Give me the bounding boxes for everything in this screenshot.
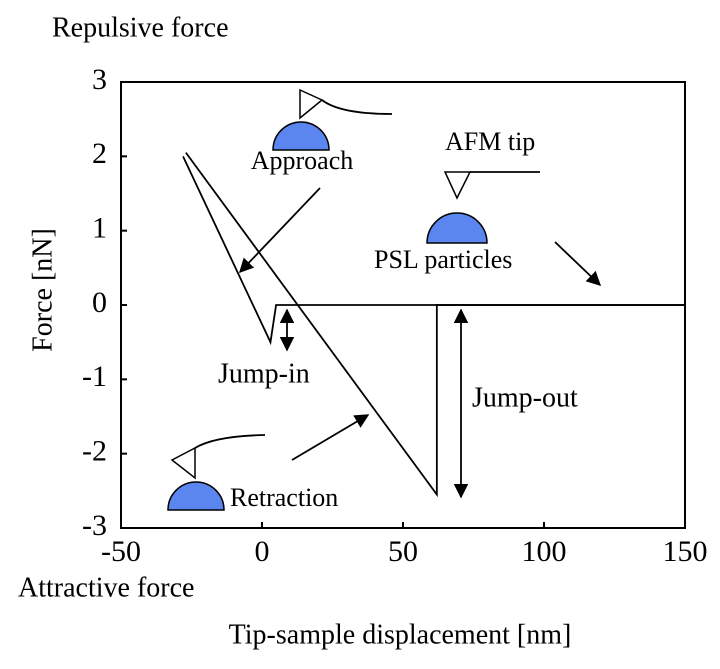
annotation: PSL particles	[374, 245, 512, 274]
y-tick-label: 3	[92, 63, 107, 96]
tip-illustration	[426, 171, 540, 244]
annotation: Jump-in	[218, 358, 310, 389]
annotation: Retraction	[230, 483, 338, 512]
x-axis-label: Tip-sample displacement [nm]	[229, 619, 572, 650]
y-tick-label: 2	[92, 137, 107, 170]
y-tick-label: -3	[82, 509, 107, 542]
y-tick-label: 0	[92, 286, 107, 319]
force-curve	[185, 152, 685, 498]
annotation: Repulsive force	[52, 12, 229, 43]
x-tick-label: 100	[522, 535, 567, 568]
annotation: AFM tip	[445, 127, 535, 156]
x-tick-label: 50	[388, 535, 418, 568]
x-tick-label: -50	[101, 535, 141, 568]
annotation: Jump-out	[472, 382, 578, 413]
annotation: Approach	[251, 146, 354, 175]
approach-illustration	[272, 88, 393, 151]
retraction-illustration	[167, 434, 266, 511]
arrow	[291, 414, 370, 461]
x-tick-label: 0	[255, 535, 270, 568]
y-axis-label: Force [nN]	[27, 228, 58, 352]
x-tick-label: 150	[663, 535, 708, 568]
arrow	[239, 187, 321, 274]
y-tick-label: -1	[82, 360, 107, 393]
annotation: Attractive force	[18, 572, 194, 603]
y-tick-label: 1	[92, 212, 107, 245]
y-tick-label: -2	[82, 435, 107, 468]
force-curve	[182, 155, 685, 346]
arrow	[554, 241, 602, 286]
